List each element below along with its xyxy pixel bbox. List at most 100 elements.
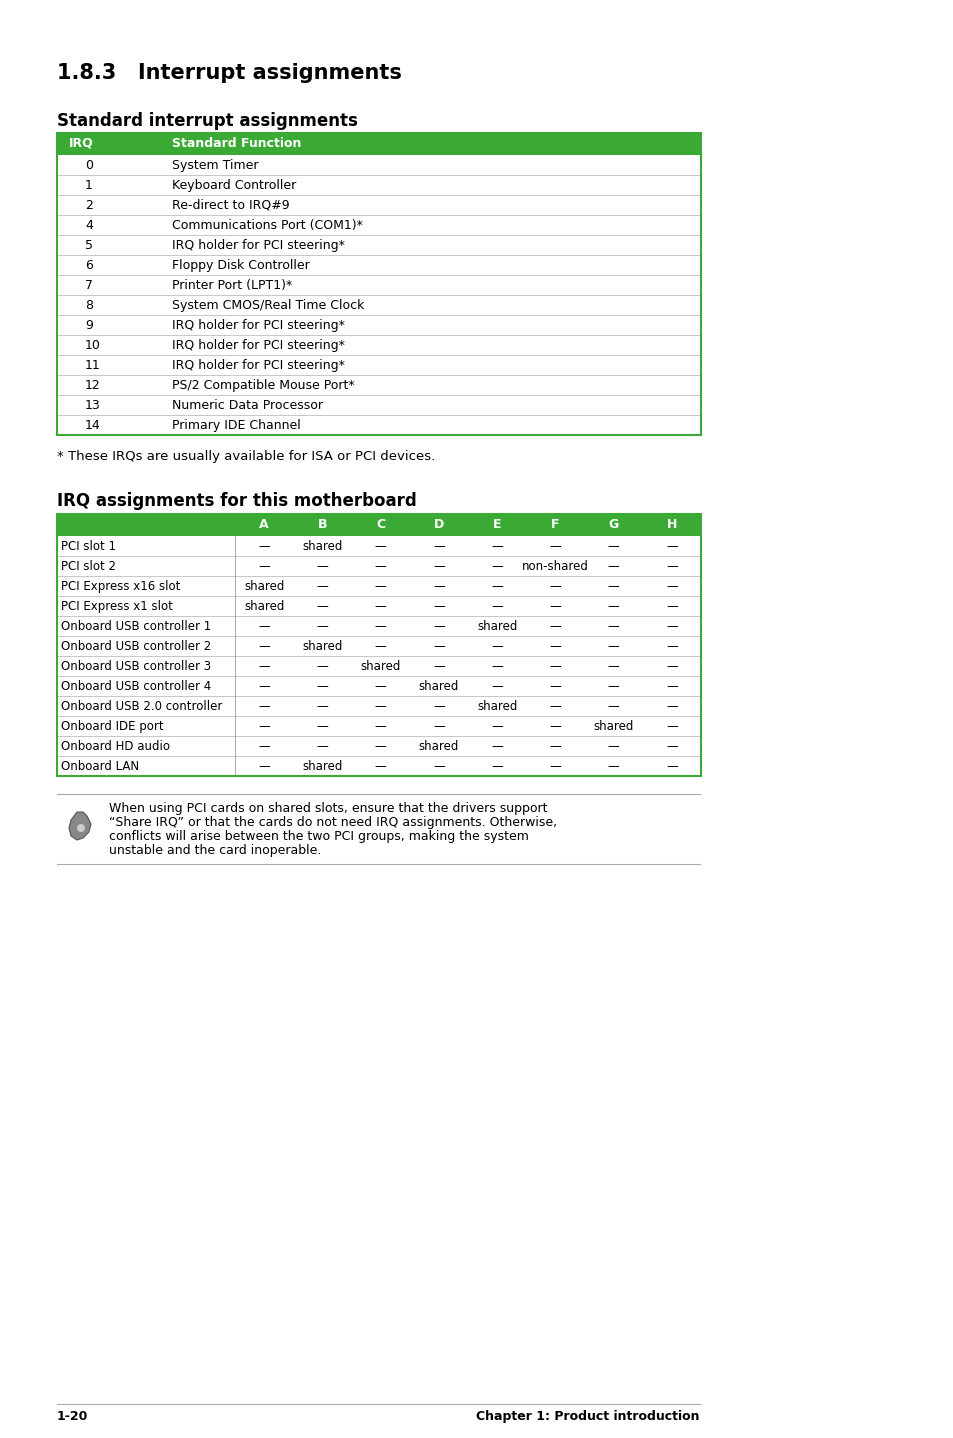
Bar <box>57 716 700 736</box>
Text: PCI Express x16 slot: PCI Express x16 slot <box>61 580 180 592</box>
Text: 9: 9 <box>85 319 92 332</box>
Text: * These IRQs are usually available for ISA or PCI devices.: * These IRQs are usually available for I… <box>57 450 435 463</box>
Text: Standard interrupt assignments: Standard interrupt assignments <box>57 112 357 129</box>
Text: —: — <box>375 620 386 633</box>
Text: unstable and the card inoperable.: unstable and the card inoperable. <box>109 844 321 857</box>
Text: —: — <box>433 580 444 592</box>
Text: —: — <box>375 741 386 754</box>
Text: —: — <box>258 720 270 733</box>
Text: —: — <box>665 720 677 733</box>
Text: 11: 11 <box>85 360 101 372</box>
Text: shared: shared <box>476 620 517 633</box>
Text: —: — <box>607 541 618 554</box>
Bar <box>57 636 700 656</box>
Text: IRQ holder for PCI steering*: IRQ holder for PCI steering* <box>172 239 345 252</box>
Text: —: — <box>607 559 618 572</box>
Text: shared: shared <box>360 660 400 673</box>
Bar <box>57 416 700 436</box>
Text: H: H <box>666 518 677 531</box>
Bar <box>57 536 700 557</box>
Text: Onboard IDE port: Onboard IDE port <box>61 720 164 733</box>
Text: —: — <box>607 580 618 592</box>
Text: 8: 8 <box>85 299 92 312</box>
Text: —: — <box>375 680 386 693</box>
Text: System CMOS/Real Time Clock: System CMOS/Real Time Clock <box>172 299 364 312</box>
Text: —: — <box>491 761 502 774</box>
Text: —: — <box>607 640 618 653</box>
Text: —: — <box>433 600 444 613</box>
Bar <box>57 175 700 196</box>
Text: —: — <box>258 680 270 693</box>
Text: —: — <box>491 541 502 554</box>
Text: —: — <box>316 580 328 592</box>
Text: —: — <box>433 720 444 733</box>
Text: PCI slot 1: PCI slot 1 <box>61 541 116 554</box>
Text: 12: 12 <box>85 380 101 393</box>
Text: Floppy Disk Controller: Floppy Disk Controller <box>172 259 310 272</box>
Text: —: — <box>549 580 560 592</box>
Text: Printer Port (LPT1)*: Printer Port (LPT1)* <box>172 279 292 292</box>
Text: —: — <box>607 620 618 633</box>
Text: Onboard LAN: Onboard LAN <box>61 761 139 774</box>
Text: B: B <box>317 518 327 531</box>
Bar <box>57 513 700 536</box>
Text: 6: 6 <box>85 259 92 272</box>
Text: —: — <box>316 660 328 673</box>
Text: —: — <box>549 660 560 673</box>
Text: —: — <box>607 660 618 673</box>
Text: —: — <box>491 741 502 754</box>
Text: —: — <box>491 580 502 592</box>
Text: —: — <box>258 640 270 653</box>
Text: —: — <box>433 559 444 572</box>
Text: —: — <box>665 660 677 673</box>
Text: —: — <box>665 741 677 754</box>
Text: —: — <box>549 600 560 613</box>
Text: —: — <box>607 761 618 774</box>
Text: D: D <box>434 518 443 531</box>
Text: —: — <box>375 580 386 592</box>
Text: —: — <box>665 640 677 653</box>
Text: —: — <box>375 761 386 774</box>
Text: Communications Port (COM1)*: Communications Port (COM1)* <box>172 219 362 232</box>
Polygon shape <box>69 812 91 840</box>
Text: —: — <box>316 620 328 633</box>
Bar <box>57 375 700 395</box>
Text: G: G <box>608 518 618 531</box>
Text: —: — <box>375 541 386 554</box>
Text: 1.8.3   Interrupt assignments: 1.8.3 Interrupt assignments <box>57 63 401 83</box>
Text: IRQ holder for PCI steering*: IRQ holder for PCI steering* <box>172 360 345 372</box>
Text: —: — <box>607 741 618 754</box>
Text: 10: 10 <box>85 339 101 352</box>
Bar <box>57 595 700 615</box>
Text: —: — <box>258 761 270 774</box>
Text: A: A <box>259 518 269 531</box>
Text: —: — <box>258 660 270 673</box>
Bar <box>57 696 700 716</box>
Text: —: — <box>549 620 560 633</box>
Text: —: — <box>375 700 386 713</box>
Bar <box>57 196 700 216</box>
Text: IRQ holder for PCI steering*: IRQ holder for PCI steering* <box>172 319 345 332</box>
Text: —: — <box>607 600 618 613</box>
Text: —: — <box>549 741 560 754</box>
Text: Primary IDE Channel: Primary IDE Channel <box>172 418 300 431</box>
Text: E: E <box>493 518 501 531</box>
Text: —: — <box>316 680 328 693</box>
Text: —: — <box>549 720 560 733</box>
Text: —: — <box>607 680 618 693</box>
Text: 1-20: 1-20 <box>57 1411 89 1424</box>
Text: —: — <box>491 720 502 733</box>
Text: —: — <box>665 559 677 572</box>
Text: —: — <box>607 700 618 713</box>
Text: Onboard USB controller 4: Onboard USB controller 4 <box>61 680 211 693</box>
Text: shared: shared <box>418 741 458 754</box>
Bar <box>57 395 700 416</box>
Text: —: — <box>665 761 677 774</box>
Text: 1: 1 <box>85 178 92 193</box>
Text: 5: 5 <box>85 239 92 252</box>
Text: Onboard USB controller 3: Onboard USB controller 3 <box>61 660 211 673</box>
Text: Numeric Data Processor: Numeric Data Processor <box>172 398 323 413</box>
Text: —: — <box>316 559 328 572</box>
Text: —: — <box>549 640 560 653</box>
Text: F: F <box>551 518 559 531</box>
